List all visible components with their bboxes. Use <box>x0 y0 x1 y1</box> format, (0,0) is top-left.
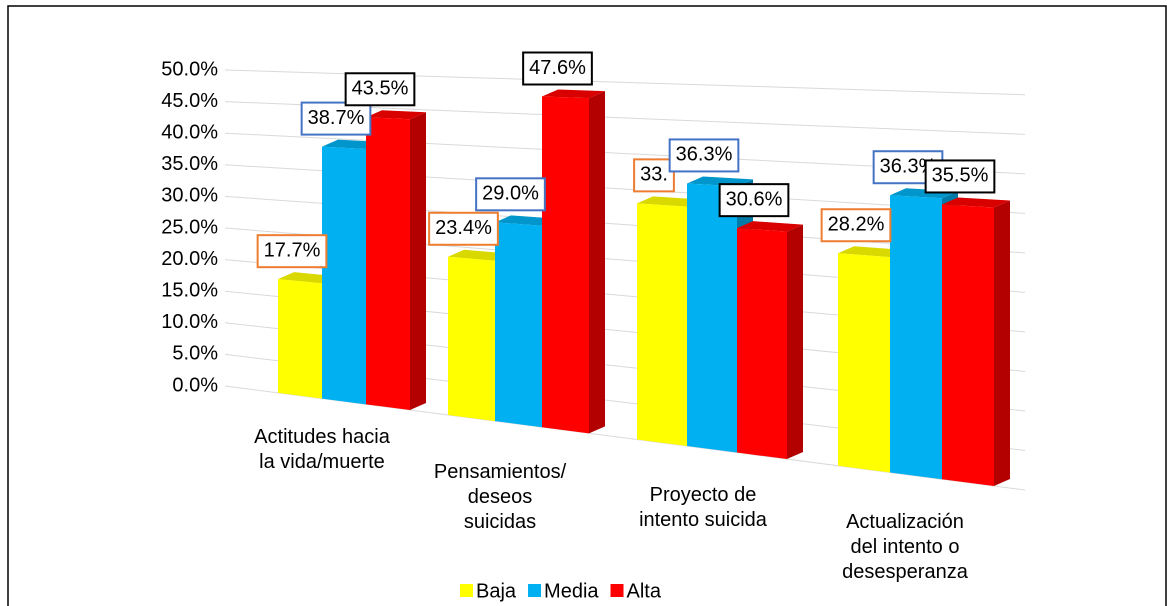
data-label-text: 33. <box>640 164 668 186</box>
bar-front <box>495 222 542 428</box>
data-label: 30.6% <box>718 183 790 218</box>
data-label-text: 29.0% <box>482 183 539 205</box>
data-label-box <box>428 211 499 246</box>
bar-front <box>542 96 589 434</box>
bar-front <box>278 279 322 399</box>
bar-side <box>589 91 605 434</box>
data-label-box <box>633 158 675 193</box>
data-label-text: 36.3% <box>676 144 733 166</box>
bar-front <box>687 183 737 453</box>
bar-front <box>942 204 994 486</box>
data-label: 33. <box>633 158 675 193</box>
data-label: 36.3% <box>668 138 740 173</box>
bar-top <box>542 89 605 99</box>
y-tick-label: 5.0% <box>172 343 218 365</box>
legend-swatch <box>610 584 624 597</box>
bar-front <box>448 256 495 422</box>
data-label-text: 23.4% <box>435 217 492 239</box>
data-label-box <box>344 72 416 107</box>
x-tick-label: Pensamientos/ deseos suicidas <box>433 461 567 533</box>
data-label: 43.5% <box>344 72 416 107</box>
data-label: 35.5% <box>924 159 996 194</box>
y-tick-label: 35.0% <box>161 153 218 175</box>
data-label: 29.0% <box>475 177 546 212</box>
bar-front <box>637 203 687 447</box>
data-label: 17.7% <box>256 234 328 269</box>
data-label-box <box>718 183 790 218</box>
data-label-text: 17.7% <box>264 239 321 261</box>
y-tick-label: 45.0% <box>161 90 218 112</box>
bar <box>366 110 426 411</box>
bar-front <box>737 228 787 460</box>
data-label: 47.6% <box>522 51 593 86</box>
bar-side <box>410 112 426 411</box>
data-label-box <box>668 138 740 173</box>
data-label-box <box>924 159 996 194</box>
bar <box>942 197 1010 486</box>
data-label-text: 28.2% <box>828 214 885 236</box>
bar-front <box>890 195 942 480</box>
data-label-text: 43.5% <box>352 78 409 100</box>
data-label-box <box>522 51 593 86</box>
bar-top <box>942 197 1010 208</box>
y-tick-label: 20.0% <box>161 248 218 270</box>
data-label-box <box>820 208 892 243</box>
x-tick-label: Actualización del intento o desesperanza <box>842 511 968 583</box>
bar-side <box>994 200 1010 486</box>
bar-front <box>322 146 366 405</box>
legend-swatch <box>460 584 473 597</box>
data-label-box <box>300 101 372 136</box>
bar-top <box>637 196 703 207</box>
data-label-text: 47.6% <box>529 57 586 79</box>
data-label-box <box>475 177 546 212</box>
y-tick-label: 10.0% <box>161 311 218 333</box>
data-label-box <box>256 234 328 269</box>
data-label-text: 38.7% <box>308 107 365 129</box>
y-tick-label: 50.0% <box>161 58 218 80</box>
data-label: 23.4% <box>428 211 499 246</box>
bar-top <box>838 246 906 258</box>
legend-label: Alta <box>627 580 662 602</box>
legend-label: Media <box>544 580 599 602</box>
data-label-text: 30.6% <box>726 188 783 210</box>
data-label: 38.7% <box>300 101 372 136</box>
data-label-text: 36.3% <box>880 156 937 178</box>
x-tick-label: Proyecto de intento suicida <box>639 484 767 531</box>
bar <box>542 89 605 434</box>
bar-front <box>838 253 890 473</box>
data-label-text: 35.5% <box>932 165 989 187</box>
y-tick-label: 15.0% <box>161 279 218 301</box>
legend-label: Baja <box>476 580 517 602</box>
bar-side <box>787 224 803 460</box>
bar <box>737 221 803 460</box>
bar-front <box>366 117 410 411</box>
bar-top <box>737 221 803 232</box>
legend-swatch <box>528 584 542 597</box>
y-tick-label: 40.0% <box>161 121 218 143</box>
x-tick-label: Actitudes hacia la vida/muerte <box>254 426 390 473</box>
data-label: 28.2% <box>820 208 892 243</box>
chart-border <box>7 5 1167 606</box>
bar-top <box>366 110 426 120</box>
y-tick-label: 30.0% <box>161 185 218 207</box>
y-tick-label: 25.0% <box>161 216 218 238</box>
y-tick-label: 0.0% <box>172 374 218 396</box>
